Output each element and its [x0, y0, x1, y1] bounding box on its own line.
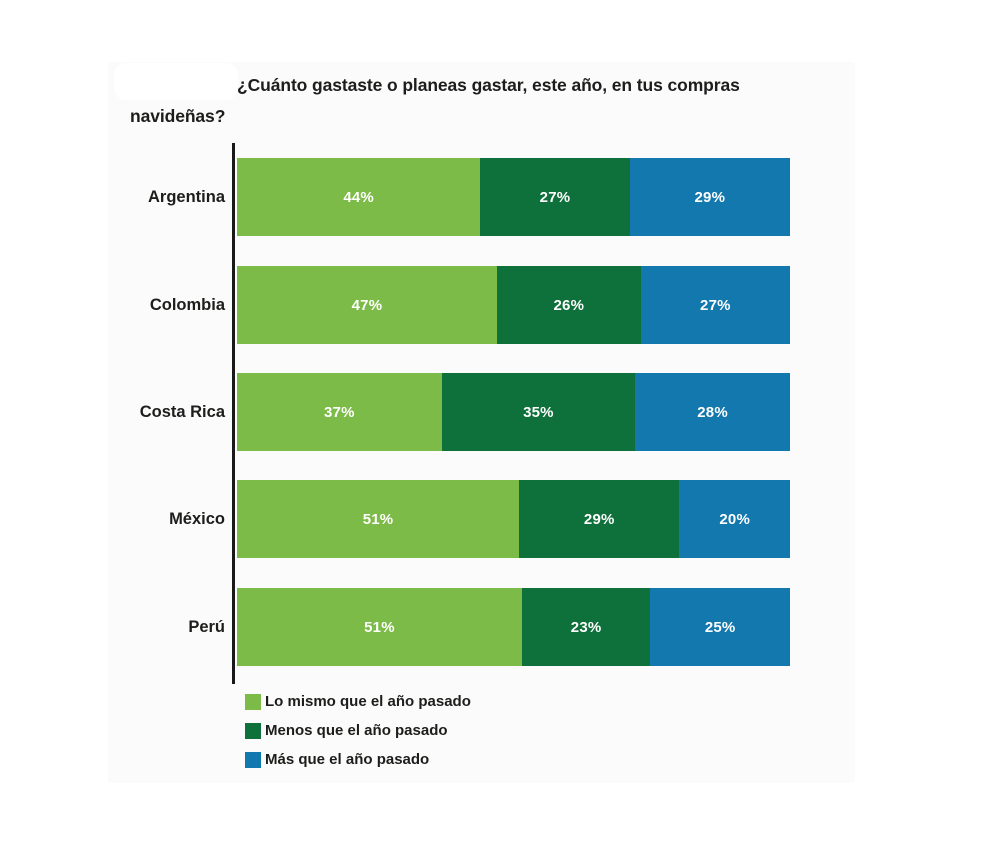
segment-value-label: 28% — [697, 403, 728, 421]
segment-value-label: 20% — [719, 510, 751, 528]
bar-segment-same: 37% — [237, 373, 442, 451]
stacked-bar: 44% 27% 29% — [237, 158, 790, 236]
bar-segment-same: 51% — [237, 588, 522, 666]
segment-value-label: 25% — [704, 618, 736, 636]
chart-title-line1: ¿Cuánto gastaste o planeas gastar, este … — [237, 75, 740, 95]
legend-item-more: Más que el año pasado — [245, 745, 471, 774]
bar-row-peru: Perú 51% 23% 25% — [0, 588, 992, 666]
legend-swatch-more — [245, 751, 261, 768]
stacked-bar: 37% 35% 28% — [237, 373, 790, 451]
legend-label: Más que el año pasado — [265, 751, 430, 768]
bar-segment-more: 27% — [640, 266, 790, 344]
bar-row-costa-rica: Costa Rica 37% 35% 28% — [0, 373, 992, 451]
segment-value-label: 27% — [539, 188, 571, 206]
legend-item-same: Lo mismo que el año pasado — [245, 687, 471, 716]
bar-segment-less: 27% — [480, 158, 630, 236]
bar-segment-less: 26% — [496, 266, 641, 344]
legend-label: Menos que el año pasado — [265, 722, 448, 739]
stacked-bar: 47% 26% 27% — [237, 266, 790, 344]
chart-title: ¿Cuánto gastaste o planeas gastar, este … — [130, 70, 862, 132]
bar-segment-more: 25% — [650, 588, 790, 666]
bar-row-argentina: Argentina 44% 27% 29% — [0, 158, 992, 236]
category-label: México — [169, 510, 225, 528]
bar-segment-less: 35% — [441, 373, 636, 451]
bar-segment-more: 20% — [679, 480, 790, 558]
stacked-bar: 51% 23% 25% — [237, 588, 790, 666]
segment-value-label: 26% — [553, 296, 585, 314]
segment-value-label: 35% — [523, 403, 554, 421]
bar-row-colombia: Colombia 47% 26% 27% — [0, 266, 992, 344]
segment-value-label: 29% — [583, 510, 615, 528]
category-label: Perú — [188, 618, 225, 636]
segment-value-label: 51% — [362, 510, 394, 528]
category-label: Argentina — [147, 188, 225, 206]
legend-item-less: Menos que el año pasado — [245, 716, 471, 745]
chart-title-line2: navideñas? — [130, 106, 226, 126]
legend-label: Lo mismo que el año pasado — [265, 693, 471, 710]
bar-segment-same: 44% — [237, 158, 481, 236]
logo-placeholder — [114, 63, 238, 100]
segment-value-label: 47% — [351, 296, 383, 314]
segment-value-label: 29% — [694, 188, 726, 206]
bar-segment-more: 28% — [635, 373, 790, 451]
segment-value-label: 23% — [570, 618, 602, 636]
bar-segment-less: 23% — [521, 588, 651, 666]
segment-value-label: 44% — [343, 188, 374, 206]
bar-segment-same: 51% — [237, 480, 520, 558]
bar-segment-same: 47% — [237, 266, 497, 344]
segment-value-label: 51% — [364, 618, 395, 636]
category-label: Costa Rica — [139, 403, 225, 421]
bar-segment-more: 29% — [629, 158, 790, 236]
legend-swatch-less — [245, 722, 261, 739]
y-axis-line — [232, 143, 235, 684]
legend-swatch-same — [245, 693, 261, 710]
legend: Lo mismo que el año pasado Menos que el … — [245, 687, 471, 774]
bar-segment-less: 29% — [519, 480, 680, 558]
segment-value-label: 27% — [700, 296, 731, 314]
stacked-bar: 51% 29% 20% — [237, 480, 790, 558]
category-label: Colombia — [149, 296, 225, 314]
bar-row-mexico: México 51% 29% 20% — [0, 480, 992, 558]
segment-value-label: 37% — [323, 403, 355, 421]
